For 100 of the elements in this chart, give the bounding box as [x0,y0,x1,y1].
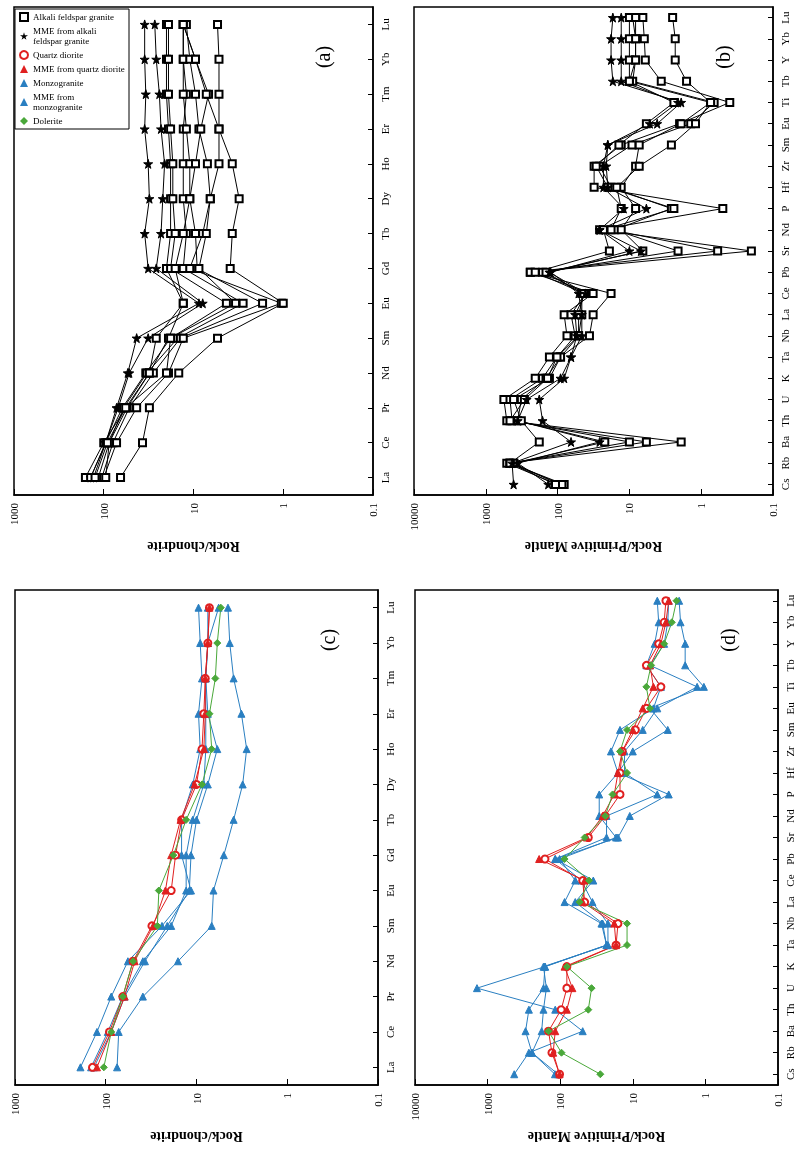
x-tick-label: 1000 [9,1092,21,1115]
x-tick-label: 10 [187,502,200,514]
y-tick-label: Nd [778,222,791,237]
y-tick-label: Sm [383,918,396,934]
y-tick-label: Nd [383,954,396,968]
y-tick-label: Gd [383,847,396,862]
x-axis-title: Rock/chondrite [147,538,240,554]
y-tick-label: Tm [383,670,396,687]
y-tick-label: Yb [383,635,396,650]
y-tick-label: Ba [783,1024,796,1038]
y-tick-label: Pb [783,852,796,865]
y-tick-label: Gd [378,261,391,276]
x-tick-label: 10 [623,502,636,514]
x-tick-label: 1000 [479,502,492,525]
y-tick-label: Ce [378,436,391,449]
x-tick-label: 0.1 [372,1093,384,1107]
annotation: (d) [717,628,740,652]
y-tick-label: Sm [778,137,791,153]
y-tick-label: Ta [778,351,791,363]
y-tick-label: Tb [783,658,796,672]
x-axis-title: Rock/Primitive Mantle [524,538,663,554]
y-tick-label: U [783,984,796,993]
x-tick-label: 0.1 [367,503,379,517]
y-tick-label: Ti [778,97,791,108]
y-tick-label: Nb [778,328,791,343]
y-tick-label: U [778,395,791,404]
y-tick-label: La [783,896,796,908]
y-tick-label: Pr [378,402,391,413]
y-tick-label: Nd [783,808,796,823]
y-tick-label: Lu [383,601,396,614]
y-tick-label: Yb [778,31,791,46]
x-tick-label: 1 [281,1093,294,1099]
y-tick-label: Ta [783,939,796,951]
x-tick-label: 100 [551,502,564,520]
legend-label: Monzogranite [33,78,84,88]
y-tick-label: Y [783,639,796,648]
y-tick-label: Pb [778,265,791,279]
y-tick-label: Ho [378,156,391,171]
y-tick-label: Eu [783,701,796,715]
y-tick-label: Er [378,123,391,135]
y-tick-label: Sm [378,330,391,346]
legend-label: Alkali feldspar granite [33,12,114,22]
y-tick-label: K [778,374,791,383]
y-tick-label: Ce [783,874,796,887]
x-tick-label: 100 [97,502,110,520]
x-tick-label: 100 [554,1092,567,1110]
y-tick-label: Hf [783,766,796,779]
x-tick-label: 10000 [409,1092,421,1121]
x-tick-label: 1 [695,503,708,509]
y-tick-label: Cs [778,478,791,491]
y-tick-label: Lu [778,11,791,24]
y-tick-label: Rb [778,456,791,470]
y-tick-label: Zr [783,745,796,757]
x-tick-label: 1000 [481,1092,494,1115]
y-tick-label: Th [783,1003,796,1016]
x-tick-label: 0.1 [772,1093,784,1107]
y-tick-label: Rb [783,1045,796,1060]
y-tick-label: Ti [783,682,796,692]
annotation: (c) [317,628,340,652]
y-tick-label: P [778,205,791,212]
x-tick-label: 0.1 [767,503,779,517]
y-tick-label: La [383,1061,396,1074]
y-tick-label: Nd [378,365,391,380]
y-tick-label: Yb [378,52,391,67]
y-tick-label: Tb [383,813,396,826]
x-tick-label: 100 [99,1092,112,1110]
y-tick-label: P [783,791,796,798]
legend-label: MME from quartz diorite [33,64,125,74]
y-tick-label: Cs [783,1068,796,1081]
x-tick-label: 10 [190,1092,203,1104]
y-tick-label: Ce [778,287,791,300]
y-tick-label: Zr [778,160,791,172]
x-tick-label: 1 [699,1093,712,1099]
x-tick-label: 1 [277,503,290,509]
y-tick-label: Sr [778,245,791,256]
y-tick-label: Sr [783,832,796,843]
x-tick-label: 10 [626,1092,639,1104]
legend-label: MME from monzogranite [33,92,83,112]
y-tick-label: K [783,962,796,971]
x-tick-label: 1000 [8,502,20,525]
y-tick-label: Dy [378,191,391,206]
y-tick-label: La [378,471,391,484]
y-tick-label: Yb [783,615,796,630]
y-tick-label: Hf [778,181,791,194]
y-tick-label: Th [778,414,791,427]
y-tick-label: Ce [383,1025,396,1039]
x-axis-title: Rock/chondrite [150,1128,243,1144]
y-tick-label: Lu [378,17,391,31]
x-axis-title: Rock/Primitive Mantle [527,1128,666,1144]
y-tick-label: Ho [383,741,396,756]
y-tick-label: Eu [383,883,396,897]
y-tick-label: La [778,308,791,321]
annotation: (b) [712,45,735,69]
y-tick-label: Dy [383,777,396,792]
y-tick-label: Ba [778,435,791,449]
y-tick-label: Eu [378,296,391,310]
y-tick-label: Y [778,56,791,65]
x-tick-label: 10000 [408,502,420,531]
legend-label: Quartz diorite [33,50,84,60]
y-tick-label: Eu [778,117,791,130]
